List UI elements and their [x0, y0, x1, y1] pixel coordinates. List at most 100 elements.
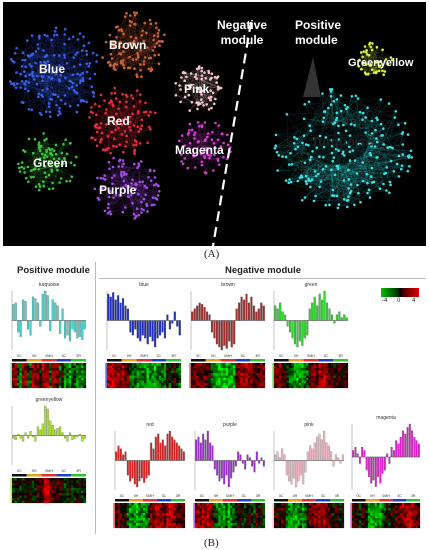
bar [131, 320, 134, 336]
bar [54, 302, 57, 321]
group-label: 0MH [146, 494, 154, 498]
bar [54, 429, 57, 436]
bar [199, 442, 202, 461]
bar [417, 443, 420, 458]
bar [234, 460, 237, 467]
bar [262, 305, 265, 321]
bar [330, 314, 333, 321]
group-label: 0MH [224, 354, 232, 358]
group-label: 3R [76, 354, 81, 358]
bar [415, 440, 418, 458]
bar [323, 430, 326, 461]
bar [397, 443, 400, 458]
bar [359, 456, 361, 464]
bar [109, 296, 112, 321]
bar [63, 435, 67, 439]
bar [119, 302, 122, 321]
group-label: 0C [279, 494, 284, 498]
bar [66, 320, 69, 336]
bar [235, 308, 238, 321]
bar [76, 320, 79, 339]
group-color-bar [136, 359, 152, 362]
bar [299, 460, 302, 476]
bar [171, 436, 174, 461]
bar [152, 448, 155, 461]
bar [330, 451, 333, 461]
group-color-bar [171, 499, 185, 502]
bar [213, 460, 216, 470]
bar [24, 301, 27, 321]
bar [136, 320, 139, 339]
bar [51, 299, 54, 321]
network-label-purple: Purple [99, 183, 137, 197]
bar [302, 460, 305, 485]
group-color-bar [209, 499, 223, 502]
module-color-strip [272, 363, 274, 388]
bar [211, 445, 214, 461]
group-color-bar [392, 499, 407, 502]
network-figure: Blue Brown Red Pink Green Magenta Purple… [3, 2, 426, 246]
bar [149, 320, 152, 337]
bar [316, 305, 319, 321]
bar [14, 302, 17, 321]
bar [168, 430, 171, 461]
bar [225, 320, 228, 349]
group-color-bar [12, 359, 27, 362]
bar [39, 429, 42, 436]
bar [157, 433, 160, 461]
module-title: red [146, 422, 154, 428]
network-cluster-blue [8, 26, 99, 118]
group-color-bar [223, 499, 237, 502]
negative-module-label: Negative module [217, 18, 268, 47]
bar [17, 320, 20, 333]
bar [274, 454, 277, 461]
bar [316, 436, 319, 461]
network-nodes [174, 65, 223, 112]
group-label: 3R [335, 494, 340, 498]
module-plot: 0C 0H 0MH 3C 3R [272, 430, 345, 529]
heatmap-cells [12, 478, 87, 504]
module-divider-line [211, 21, 253, 246]
bar [124, 305, 127, 321]
bar [283, 454, 286, 461]
bar [59, 426, 62, 436]
group-label: 0MH [226, 494, 234, 498]
group-color-bar [41, 359, 57, 362]
bar [223, 320, 226, 346]
bar [390, 447, 393, 458]
module-title: greenyellow [35, 397, 63, 403]
module-title: blue [139, 282, 149, 288]
module-color-strip [350, 503, 352, 528]
bar [56, 428, 59, 436]
group-label: 0H [32, 354, 37, 358]
group-label: 3R [76, 469, 81, 473]
positive-module-label: Positive module [295, 18, 342, 47]
bar [363, 450, 366, 458]
bar [176, 320, 179, 327]
module-title: pink [304, 422, 314, 428]
bar [139, 320, 142, 342]
bar [61, 308, 64, 321]
bar [337, 457, 340, 461]
group-color-bar [274, 499, 288, 502]
group-color-bar [129, 499, 143, 502]
bar [321, 299, 324, 321]
heatmap-cells [107, 363, 182, 389]
heatmap-cells [274, 503, 345, 529]
legend-tick-low: -4 [382, 298, 388, 304]
color-scale-bar [381, 288, 419, 297]
bar [233, 320, 236, 345]
group-label: 0C [17, 354, 22, 358]
group-color-bar [302, 499, 316, 502]
network-cluster-green [17, 132, 78, 192]
group-color-bar [379, 499, 393, 502]
bar [255, 451, 258, 461]
bar [323, 290, 326, 321]
module-brown: brown 0C 0H 0MH 3C 3R [187, 282, 269, 390]
bar [345, 317, 348, 321]
bar [203, 307, 206, 321]
network-nodes [8, 26, 99, 118]
network-label-green: Green [33, 156, 68, 170]
bars [12, 290, 86, 342]
bar [213, 320, 216, 339]
